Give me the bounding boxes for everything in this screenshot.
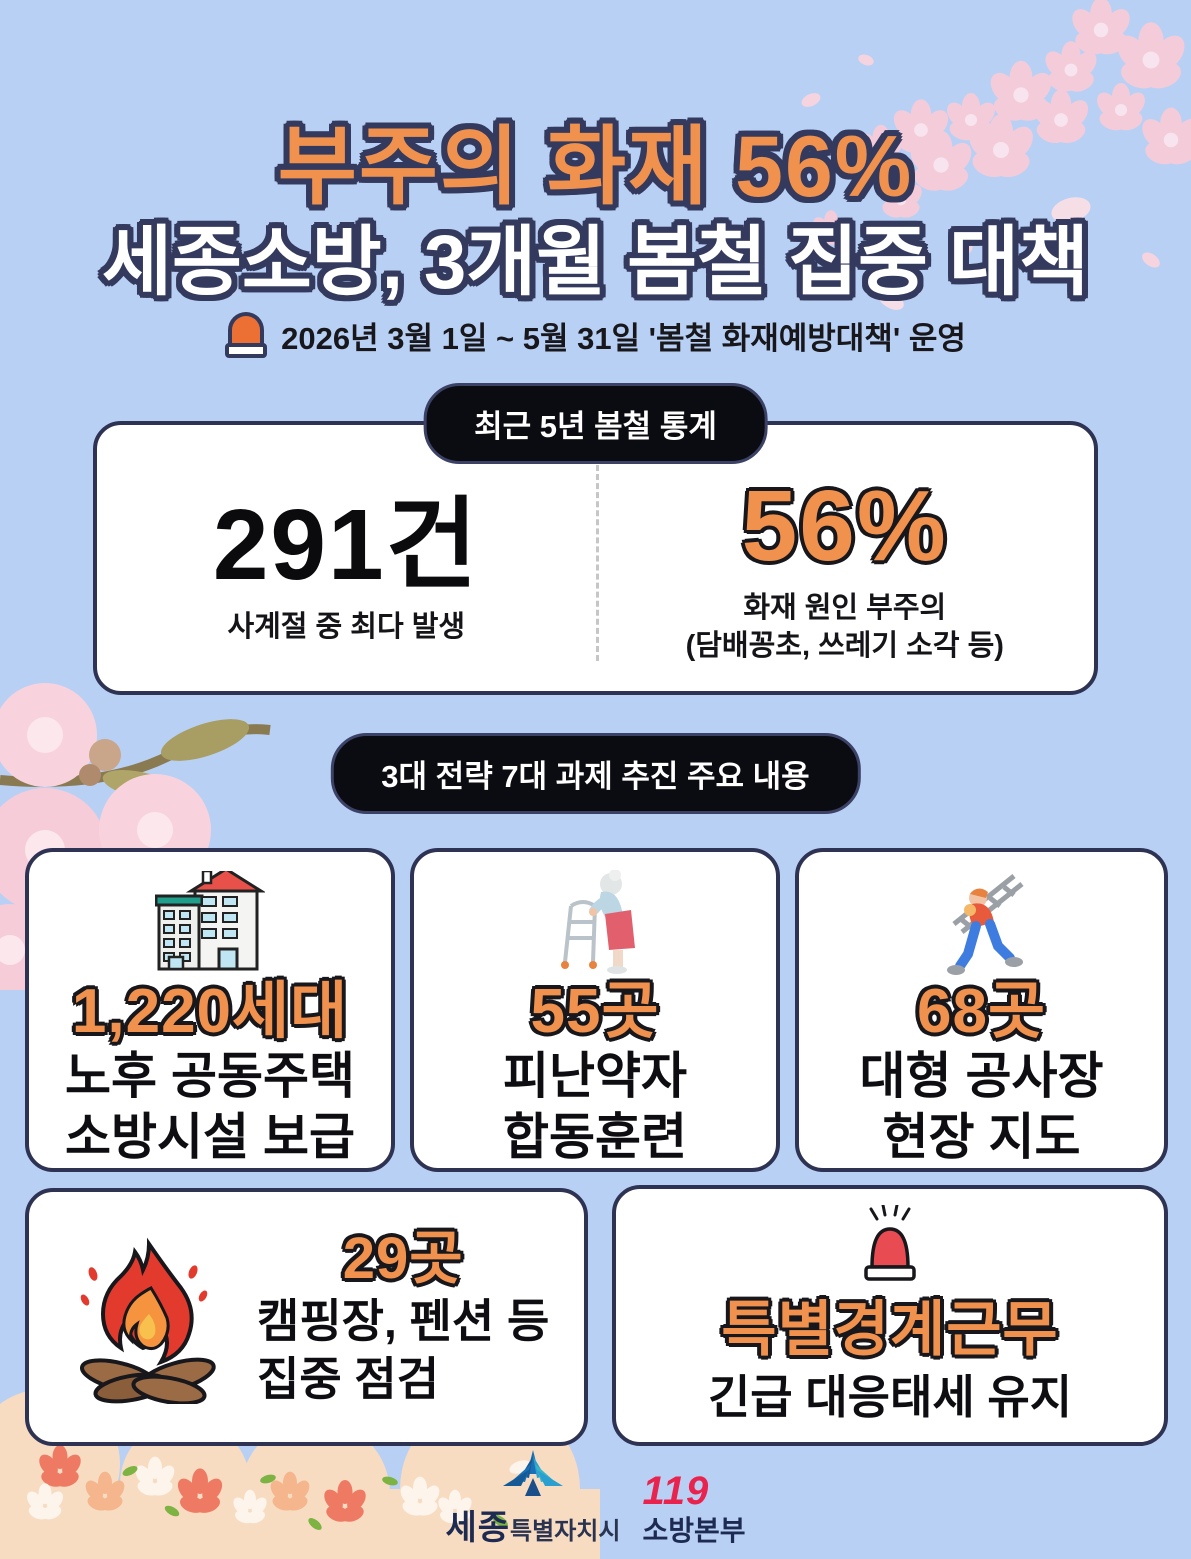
task3-line1: 대형 공사장 (859, 1048, 1104, 1105)
task-card-construction-sites: 68곳 대형 공사장 현장 지도 (795, 848, 1168, 1172)
fire-headquarters-logo: 119 소방본부 (642, 1469, 746, 1549)
apartment-buildings-icon (155, 870, 265, 978)
poster-title-line1: 부주의 화재 56% (277, 119, 914, 215)
task3-value: 68곳 (916, 977, 1046, 1046)
task2-value: 55곳 (530, 977, 660, 1046)
emergency-siren-icon (835, 1205, 945, 1291)
logo-119-text: 119 (642, 1469, 710, 1513)
stat-percent-caption2: (담배꽁초, 쓰레기 소각 등) (685, 630, 1004, 662)
task4-line1: 캠핑장, 펜션 등 (257, 1294, 550, 1347)
task5-value: 특별경계근무 (721, 1296, 1059, 1364)
task5-line1: 긴급 대응태세 유지 (707, 1371, 1073, 1424)
task4-line2: 집중 점검 (257, 1352, 440, 1405)
task2-line2: 합동훈련 (503, 1109, 687, 1166)
task-card-campsites: 29곳 캠핑장, 펜션 등 집중 점검 (25, 1188, 588, 1446)
alarm-bell-icon (225, 312, 268, 358)
task-card-evacuation-drill: 55곳 피난약자 합동훈련 (410, 848, 780, 1172)
stat-count-value: 291건 (212, 489, 480, 602)
construction-worker-icon (932, 870, 1032, 978)
stats-left: 291건 사계절 중 최다 발생 (97, 425, 596, 691)
task1-line1: 노후 공동주택 (65, 1048, 355, 1104)
stats-card: 291건 사계절 중 최다 발생 56% 화재 원인 부주의 (담배꽁초, 쓰레… (93, 421, 1098, 695)
stat-count-caption: 사계절 중 최다 발생 (227, 611, 466, 644)
stats-divider (595, 465, 599, 661)
tasks-section-pill: 3대 전략 7대 과제 추진 주요 내용 (330, 733, 861, 814)
sejong-city-mark-icon (502, 1450, 563, 1496)
fire-hq-label: 소방본부 (642, 1515, 746, 1546)
task3-line2: 현장 지도 (882, 1109, 1081, 1166)
task-card-old-apartments: 1,220세대 노후 공동주택 소방시설 보급 (25, 848, 395, 1172)
campfire-icon (69, 1226, 229, 1409)
task4-value: 29곳 (342, 1225, 464, 1291)
task1-value: 1,220세대 (71, 976, 349, 1046)
task2-line1: 피난약자 (503, 1048, 687, 1105)
stat-percent-value: 56% (741, 470, 948, 583)
sejong-logo-rest-text: 특별자치시 (510, 1518, 621, 1545)
sejong-logo-bold-text: 세종 (445, 1509, 511, 1547)
sejong-city-logo: 세종 특별자치시 (445, 1448, 620, 1549)
task-card-special-watch: 특별경계근무 긴급 대응태세 유지 (612, 1185, 1168, 1446)
footer-logos: 세종 특별자치시 119 소방본부 (445, 1448, 746, 1549)
poster-title-line2: 세종소방, 3개월 봄철 집중 대책 (102, 220, 1089, 305)
task1-line2: 소방시설 보급 (65, 1109, 355, 1165)
stats-section-pill: 최근 5년 봄철 통계 (423, 383, 768, 464)
stats-right: 56% 화재 원인 부주의 (담배꽁초, 쓰레기 소각 등) (596, 425, 1095, 691)
poster-subtitle-row: 2026년 3월 1일 ~ 5월 31일 '봄철 화재예방대책' 운영 (0, 312, 1191, 358)
elderly-walker-icon (549, 870, 641, 978)
stat-percent-caption1: 화재 원인 부주의 (743, 592, 947, 625)
poster-subtitle: 2026년 3월 1일 ~ 5월 31일 '봄철 화재예방대책' 운영 (281, 320, 966, 356)
